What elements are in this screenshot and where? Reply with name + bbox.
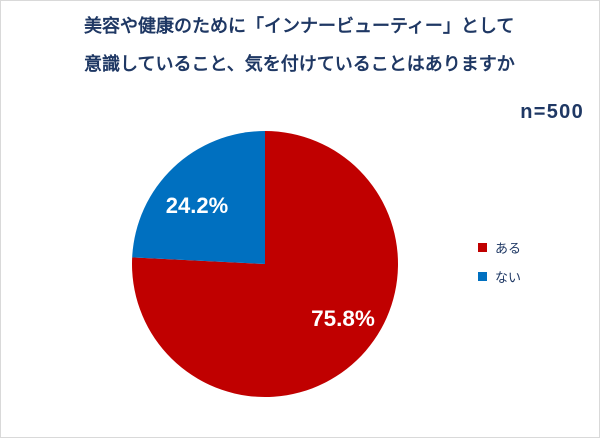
svg-text:24.2%: 24.2% bbox=[166, 193, 228, 218]
svg-text:75.8%: 75.8% bbox=[311, 306, 375, 331]
